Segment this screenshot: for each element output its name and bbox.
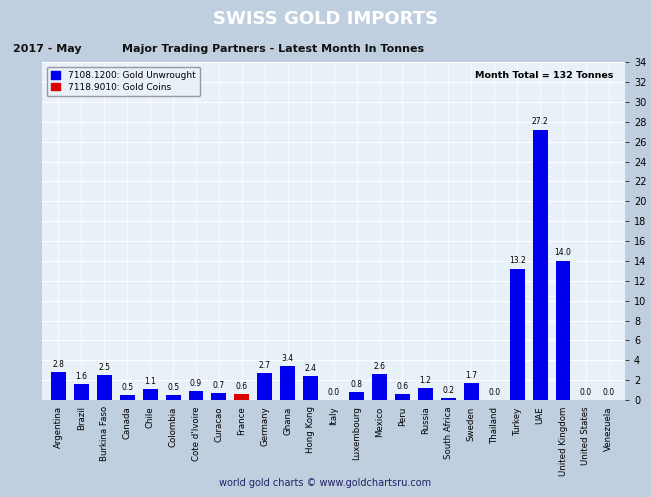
Bar — [120, 395, 135, 400]
Text: 0.2: 0.2 — [442, 386, 454, 395]
Text: world gold charts © www.goldchartsru.com: world gold charts © www.goldchartsru.com — [219, 478, 432, 488]
Bar — [212, 393, 227, 400]
Bar — [234, 394, 249, 400]
Bar — [418, 388, 433, 400]
Text: 0.7: 0.7 — [213, 381, 225, 390]
Text: 0.9: 0.9 — [190, 379, 202, 388]
Bar — [303, 376, 318, 400]
Text: 2.6: 2.6 — [374, 362, 385, 371]
Bar — [257, 373, 272, 400]
Text: SWISS GOLD IMPORTS: SWISS GOLD IMPORTS — [213, 10, 438, 28]
Text: 3.4: 3.4 — [282, 354, 294, 363]
Bar — [165, 395, 180, 400]
Bar — [464, 383, 478, 400]
Bar — [143, 389, 158, 400]
Text: 1.6: 1.6 — [76, 372, 87, 381]
Text: 0.6: 0.6 — [396, 382, 409, 391]
Bar — [51, 372, 66, 400]
Bar — [372, 374, 387, 400]
Text: 0.0: 0.0 — [327, 388, 340, 397]
Text: 0.0: 0.0 — [603, 388, 615, 397]
Bar — [510, 269, 525, 400]
Legend: 7108.1200: Gold Unwrought, 7118.9010: Gold Coins: 7108.1200: Gold Unwrought, 7118.9010: Go… — [47, 67, 200, 96]
Text: Month Total = 132 Tonnes: Month Total = 132 Tonnes — [475, 71, 613, 80]
Text: Major Trading Partners - Latest Month In Tonnes: Major Trading Partners - Latest Month In… — [122, 44, 424, 54]
Bar — [74, 384, 89, 400]
Bar — [395, 394, 410, 400]
Text: 0.8: 0.8 — [351, 380, 363, 389]
Text: 13.2: 13.2 — [509, 256, 525, 265]
Bar — [533, 130, 547, 400]
Text: 27.2: 27.2 — [532, 117, 548, 126]
Text: 0.0: 0.0 — [580, 388, 592, 397]
Bar — [441, 398, 456, 400]
Text: 14.0: 14.0 — [555, 248, 572, 257]
Text: 1.2: 1.2 — [419, 376, 432, 385]
Text: 2.7: 2.7 — [259, 361, 271, 370]
Text: 0.0: 0.0 — [488, 388, 500, 397]
Text: 1.7: 1.7 — [465, 371, 477, 380]
Bar — [555, 261, 570, 400]
Text: 2017 - May: 2017 - May — [13, 44, 81, 54]
Text: 1.1: 1.1 — [144, 377, 156, 386]
Bar — [281, 366, 295, 400]
Text: 2.4: 2.4 — [305, 364, 316, 373]
Text: 0.6: 0.6 — [236, 382, 248, 391]
Text: 2.8: 2.8 — [53, 360, 64, 369]
Text: 0.5: 0.5 — [121, 383, 133, 392]
Bar — [349, 392, 364, 400]
Text: 2.5: 2.5 — [98, 363, 110, 372]
Text: 0.5: 0.5 — [167, 383, 179, 392]
Bar — [97, 375, 112, 400]
Bar — [189, 391, 204, 400]
